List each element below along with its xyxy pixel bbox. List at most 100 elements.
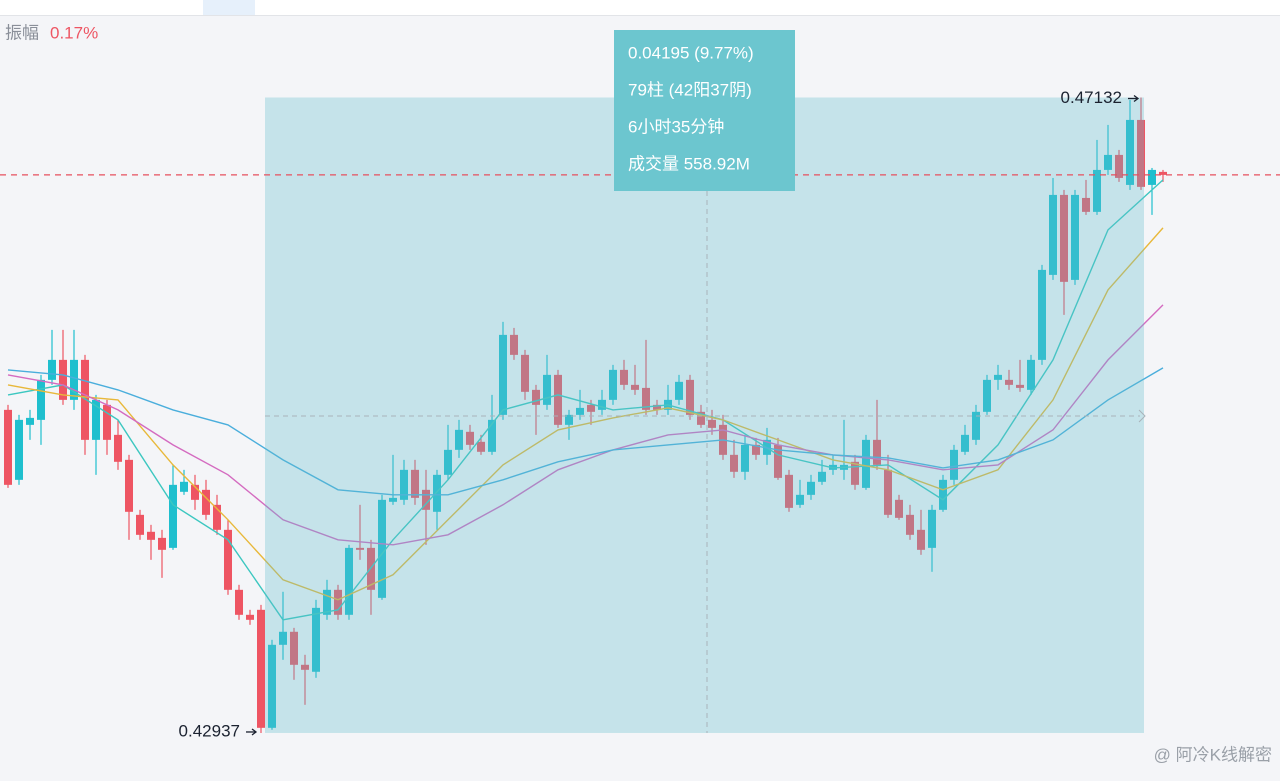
candle-body <box>906 514 914 535</box>
candle-body <box>1071 194 1079 280</box>
candle-body <box>235 589 243 615</box>
candle-body <box>488 419 496 452</box>
candle-body <box>675 381 683 400</box>
candle-body <box>1049 194 1057 275</box>
high-label: 0.47132 <box>1061 88 1122 107</box>
candle-body <box>1016 384 1024 388</box>
candle-body <box>213 504 221 530</box>
candle-body <box>851 461 859 485</box>
candle-body <box>554 374 562 425</box>
candle-body <box>873 439 881 465</box>
candle-body <box>103 404 111 440</box>
candle-body <box>818 471 826 482</box>
candle-body <box>70 359 78 400</box>
candle-body <box>114 434 122 462</box>
candle-body <box>510 334 518 355</box>
candle-body <box>928 509 936 548</box>
candle-body <box>752 444 760 455</box>
candle-body <box>565 414 573 425</box>
candle-body <box>1038 269 1046 360</box>
top-bar <box>0 0 1280 15</box>
candle-body <box>312 607 320 672</box>
amplitude-label: 振幅 <box>5 23 39 42</box>
candle-body <box>268 644 276 728</box>
candle-body <box>708 419 716 428</box>
candle-body <box>48 359 56 380</box>
candle-body <box>81 359 89 440</box>
candle-body <box>807 481 815 495</box>
measure-time: 6小时35分钟 <box>628 117 724 136</box>
tab[interactable] <box>203 0 255 15</box>
candle-body <box>1137 119 1145 187</box>
candle-body <box>543 374 551 405</box>
candle-body <box>125 459 133 512</box>
low-label: 0.42937 <box>179 721 240 740</box>
candle-body <box>994 374 1002 380</box>
candle-body <box>686 379 694 415</box>
candle-body <box>598 399 606 410</box>
candle-body <box>576 407 584 415</box>
candle-body <box>499 334 507 415</box>
candle-body <box>433 474 441 512</box>
candle-body <box>972 411 980 440</box>
measure-bars: 79柱 (42阳37阴) <box>628 80 752 99</box>
candle-body <box>202 489 210 515</box>
candle-body <box>290 631 298 665</box>
candle-body <box>389 497 397 502</box>
candle-body <box>169 484 177 548</box>
candle-body <box>631 384 639 390</box>
candle-body <box>785 474 793 508</box>
candle-body <box>697 411 705 425</box>
candle-body <box>620 369 628 385</box>
candle-body <box>378 499 386 598</box>
candle-body <box>37 379 45 420</box>
candle-body <box>653 404 661 410</box>
candle-body <box>917 529 925 550</box>
candle-body <box>26 417 34 425</box>
candle-body <box>983 379 991 412</box>
candle-body <box>796 494 804 505</box>
candle-body <box>400 469 408 500</box>
ma-line <box>7 367 1164 496</box>
candle-body <box>609 369 617 400</box>
low-arrow-head <box>251 728 258 736</box>
candle-body <box>136 514 144 535</box>
candle-body <box>1159 171 1167 175</box>
candle-body <box>246 614 254 620</box>
ma-line <box>7 304 1164 546</box>
candle-body <box>521 354 529 392</box>
candle-body <box>301 664 309 670</box>
candle-body <box>1060 194 1068 282</box>
candle-body <box>1082 197 1090 212</box>
candle-body <box>15 419 23 480</box>
candle-body <box>59 359 67 400</box>
measure-box <box>614 30 795 191</box>
candle-body <box>961 434 969 452</box>
candle-body <box>422 489 430 510</box>
candle-body <box>4 409 12 485</box>
candle-body <box>444 449 452 475</box>
watermark: @ 阿冷K线解密 <box>1154 745 1272 764</box>
measure-change: 0.04195 (9.77%) <box>628 43 754 62</box>
candle-body <box>455 429 463 450</box>
candle-body <box>774 444 782 478</box>
candle-body <box>1093 169 1101 212</box>
candle-body <box>466 431 474 445</box>
range-box <box>265 97 1144 733</box>
candle-body <box>477 441 485 452</box>
ma-line <box>7 227 1164 601</box>
candle-body <box>224 529 232 590</box>
candle-body <box>730 454 738 472</box>
candle-body <box>158 537 166 550</box>
candle-body <box>323 589 331 615</box>
candle-body <box>642 387 650 410</box>
candle-body <box>147 531 155 540</box>
candle-body <box>279 631 287 645</box>
candle-body <box>411 469 419 498</box>
candle-body <box>939 479 947 510</box>
candle-body <box>895 499 903 518</box>
amplitude-value: 0.17% <box>50 23 98 42</box>
candle-body <box>532 389 540 405</box>
candles <box>4 97 1167 733</box>
